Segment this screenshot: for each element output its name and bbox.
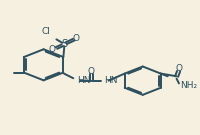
Text: HN: HN <box>104 76 117 85</box>
Text: HN: HN <box>76 76 90 85</box>
Text: Cl: Cl <box>41 27 50 36</box>
Text: O: O <box>72 34 79 43</box>
Text: O: O <box>87 67 94 76</box>
Text: O: O <box>48 45 55 54</box>
Text: NH₂: NH₂ <box>179 81 196 90</box>
Text: O: O <box>174 64 181 73</box>
Text: S: S <box>61 39 67 49</box>
